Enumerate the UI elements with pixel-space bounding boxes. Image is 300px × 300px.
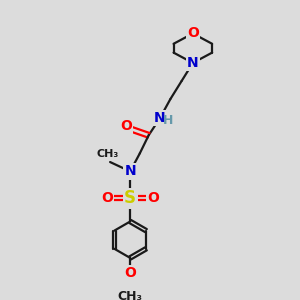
Text: O: O [120,119,132,134]
Text: N: N [124,164,136,178]
Text: CH₃: CH₃ [118,290,143,300]
Text: N: N [154,111,166,125]
Text: O: O [124,266,136,280]
Text: O: O [101,191,113,205]
Text: H: H [163,114,174,127]
Text: O: O [147,191,159,205]
Text: N: N [187,56,199,70]
Text: CH₃: CH₃ [97,149,119,159]
Text: O: O [187,26,199,40]
Text: S: S [124,189,136,207]
